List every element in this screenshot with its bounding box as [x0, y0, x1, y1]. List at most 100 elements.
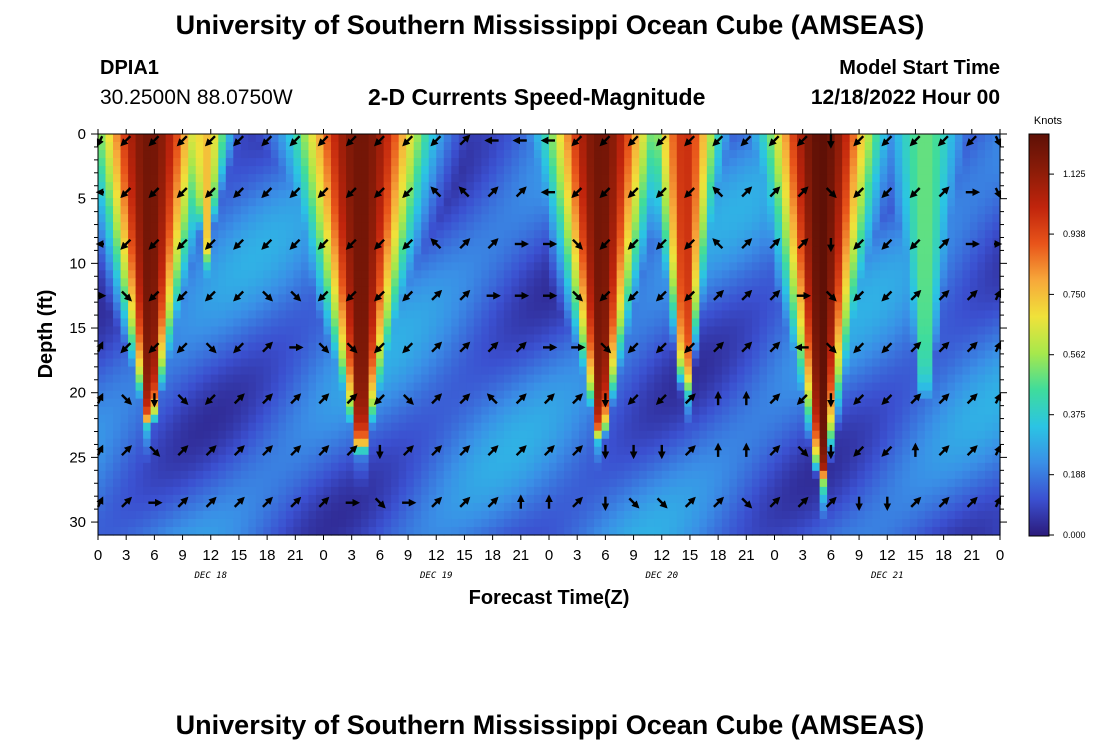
heatmap-cell	[872, 246, 881, 255]
heatmap-cell	[98, 262, 107, 271]
heatmap-cell	[338, 310, 347, 320]
heatmap-cell	[864, 406, 873, 416]
heatmap-cell	[827, 254, 836, 263]
heatmap-cell	[729, 406, 738, 416]
heatmap-cell	[601, 414, 610, 424]
heatmap-cell	[631, 174, 640, 183]
heatmap-cell	[924, 254, 933, 263]
heatmap-cell	[338, 246, 347, 255]
heatmap-cell	[496, 350, 505, 360]
heatmap-cell	[616, 222, 625, 231]
heatmap-cell	[315, 326, 325, 336]
heatmap-cell	[481, 334, 490, 344]
heatmap-cell	[579, 326, 588, 336]
heatmap-cell	[120, 150, 129, 159]
heatmap-cell	[323, 422, 332, 432]
heatmap-cell	[849, 214, 858, 223]
heatmap-cell	[932, 414, 941, 424]
heatmap-cell	[864, 430, 873, 440]
heatmap-cell	[954, 246, 964, 255]
heatmap-cell	[308, 374, 317, 384]
heatmap-cell	[549, 382, 558, 392]
heatmap-cell	[812, 454, 821, 464]
heatmap-cell	[924, 198, 933, 207]
heatmap-cell	[278, 174, 287, 183]
heatmap-cell	[533, 414, 543, 424]
heatmap-cell	[233, 150, 242, 159]
heatmap-cell	[699, 150, 708, 159]
heatmap-cell	[496, 150, 505, 159]
heatmap-cell	[533, 182, 543, 191]
heatmap-cell	[579, 462, 588, 472]
heatmap-cell	[939, 422, 948, 432]
heatmap-cell	[451, 254, 460, 263]
heatmap-cell	[789, 350, 798, 360]
heatmap-cell	[210, 318, 219, 328]
heatmap-cell	[684, 326, 693, 336]
heatmap-cell	[827, 182, 836, 191]
heatmap-cell	[699, 166, 708, 175]
heatmap-cell	[736, 414, 746, 424]
heatmap-cell	[428, 342, 437, 352]
heatmap-cell	[503, 390, 513, 400]
heatmap-cell	[609, 134, 618, 143]
heatmap-cell	[556, 254, 565, 263]
heatmap-cell	[676, 214, 685, 223]
heatmap-cell	[706, 150, 715, 159]
heatmap-cell	[503, 294, 513, 304]
heatmap-cell	[977, 246, 986, 255]
heatmap-cell	[436, 382, 445, 392]
heatmap-cell	[917, 358, 926, 368]
heatmap-cell	[421, 166, 430, 175]
heatmap-cell	[376, 358, 385, 368]
heatmap-cell	[458, 270, 467, 279]
heatmap-cell	[263, 254, 272, 263]
heatmap-cell	[346, 222, 355, 231]
heatmap-cell	[293, 182, 302, 191]
heatmap-cell	[518, 326, 528, 336]
heatmap-cell	[834, 230, 843, 239]
heatmap-cell	[984, 134, 994, 143]
heatmap-cell	[872, 422, 881, 432]
heatmap-cell	[128, 182, 137, 191]
heatmap-cell	[458, 214, 467, 223]
heatmap-cell	[864, 238, 873, 247]
heatmap-cell	[699, 206, 708, 215]
heatmap-cell	[661, 142, 670, 151]
heatmap-cell	[533, 446, 543, 456]
heatmap-cell	[391, 182, 400, 191]
heatmap-cell	[218, 398, 227, 408]
heatmap-cell	[338, 342, 347, 352]
heatmap-cell	[338, 350, 347, 360]
heatmap-cell	[624, 446, 633, 456]
heatmap-cell	[624, 430, 633, 440]
heatmap-cell	[240, 254, 249, 263]
heatmap-cell	[278, 446, 287, 456]
heatmap-cell	[571, 358, 580, 368]
heatmap-cell	[526, 294, 535, 304]
heatmap-cell	[872, 222, 881, 231]
heatmap-cell	[263, 286, 272, 295]
heatmap-cell	[391, 310, 400, 320]
heatmap-cell	[977, 374, 986, 384]
heatmap-cell	[842, 398, 851, 408]
heatmap-cell	[466, 318, 475, 328]
heatmap-cell	[503, 254, 513, 263]
heatmap-cell	[451, 198, 460, 207]
heatmap-cell	[308, 214, 317, 223]
heatmap-cell	[894, 230, 903, 239]
heatmap-cell	[586, 222, 595, 231]
heatmap-cell	[872, 350, 881, 360]
heatmap-cell	[661, 374, 670, 384]
heatmap-cell	[173, 158, 182, 167]
heatmap-cell	[353, 374, 362, 384]
heatmap-cell	[774, 246, 783, 255]
heatmap-cell	[361, 270, 370, 279]
heatmap-cell	[616, 278, 625, 287]
heatmap-cell	[721, 422, 730, 432]
heatmap-cell	[533, 238, 543, 247]
heatmap-cell	[473, 230, 482, 239]
heatmap-cell	[549, 334, 558, 344]
heatmap-cell	[661, 326, 670, 336]
heatmap-cell	[609, 238, 618, 247]
